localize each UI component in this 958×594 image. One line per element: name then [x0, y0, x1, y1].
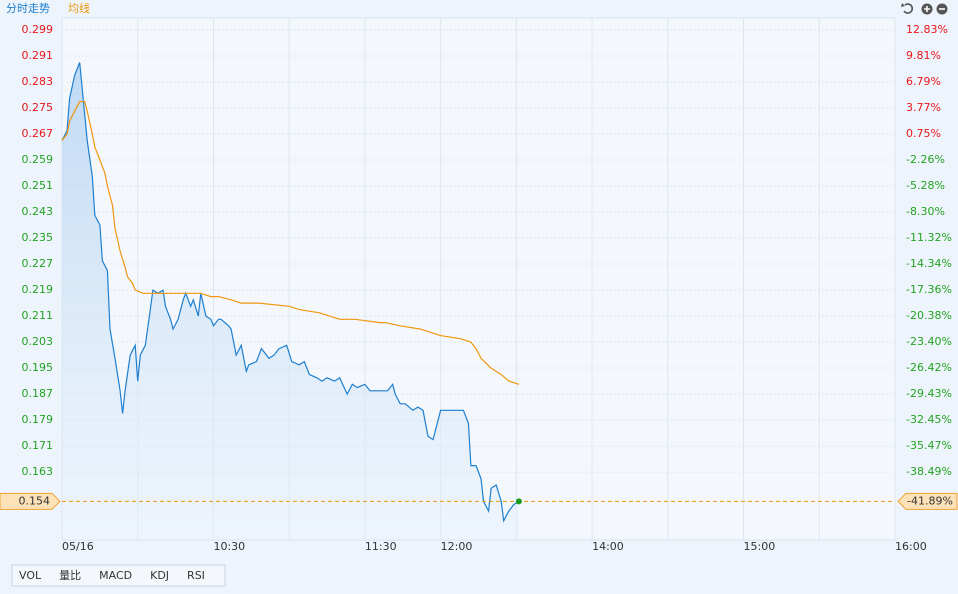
y2-tick-label: -38.49%: [906, 465, 952, 478]
y-tick-label: 0.291: [22, 49, 54, 62]
y-tick-label: 0.227: [22, 257, 54, 270]
y-tick-label: 0.235: [22, 231, 54, 244]
x-tick-label: 12:00: [441, 540, 473, 553]
y2-tick-label: -2.26%: [906, 153, 945, 166]
y2-tick-label: -20.38%: [906, 309, 952, 322]
x-tick-label: 05/16: [62, 540, 94, 553]
y-tick-label: 0.195: [22, 361, 54, 374]
legend-entry: 均线: [68, 1, 90, 15]
x-tick-label: 15:00: [744, 540, 776, 553]
y2-tick-label: -32.45%: [906, 413, 952, 426]
last-change-label: -41.89%: [907, 494, 953, 507]
y2-tick-label: -23.40%: [906, 335, 952, 348]
indicator-tab[interactable]: 量比: [59, 569, 81, 582]
x-tick-label: 14:00: [592, 540, 624, 553]
y2-tick-label: 9.81%: [906, 49, 941, 62]
y-tick-label: 0.251: [22, 179, 54, 192]
tab-bar: [11, 564, 226, 587]
y2-tick-label: -14.34%: [906, 257, 952, 270]
y-tick-label: 0.203: [22, 335, 54, 348]
y2-tick-label: 6.79%: [906, 75, 941, 88]
y2-tick-label: -26.42%: [906, 361, 952, 374]
y-tick-label: 0.243: [22, 205, 54, 218]
x-tick-label: 16:00: [895, 540, 927, 553]
legend-entry: 分时走势: [6, 2, 50, 15]
y-tick-label: 0.219: [22, 283, 54, 296]
y-tick-label: 0.299: [22, 23, 54, 36]
y2-tick-label: -35.47%: [906, 439, 952, 452]
indicator-tab[interactable]: RSI: [187, 569, 205, 582]
indicator-tab[interactable]: MACD: [99, 569, 132, 582]
indicator-tab[interactable]: VOL: [19, 569, 42, 582]
series-line: [61, 62, 520, 523]
last-price-box: [0, 492, 61, 510]
x-tick-label: 10:30: [213, 540, 245, 553]
y2-tick-label: -11.32%: [906, 231, 952, 244]
y-tick-label: 0.163: [22, 465, 54, 478]
y2-tick-label: 3.77%: [906, 101, 941, 114]
labels: 0.299 0.291 0.283 0.275 0.267 0.259 0.251 0.243…: [0, 23, 958, 553]
plot: [61, 62, 895, 540]
y2-tick-label: -8.30%: [906, 205, 945, 218]
price-area: [62, 62, 519, 540]
y-tick-label: 0.187: [22, 387, 54, 400]
last-price-label: 0.154: [19, 494, 51, 507]
y2-tick-label: 12.83%: [906, 23, 948, 36]
y2-tick-label: 0.75%: [906, 127, 941, 140]
reset-icon[interactable]: [903, 3, 914, 14]
y-tick-label: 0.179: [22, 413, 54, 426]
y-tick-label: 0.283: [22, 75, 54, 88]
y-tick-label: 0.275: [22, 101, 54, 114]
toolbar-icons: [901, 3, 948, 15]
last-change-box: [897, 492, 958, 510]
y2-tick-label: -29.43%: [906, 387, 952, 400]
y2-tick-label: -5.28%: [906, 179, 945, 192]
series-line: [61, 100, 520, 385]
x-tick-label: 11:30: [365, 540, 397, 553]
reset-arrow: [901, 3, 905, 7]
y-tick-label: 0.211: [22, 309, 54, 322]
indicator-tab[interactable]: KDJ: [150, 569, 169, 582]
last-point: [515, 498, 522, 505]
tabs: VOL 量比 MACD KDJ RSI: [19, 569, 205, 582]
y-tick-label: 0.267: [22, 127, 54, 140]
y-tick-label: 0.259: [22, 153, 54, 166]
y-tick-label: 0.171: [22, 439, 54, 452]
plus: [924, 6, 930, 12]
y2-tick-label: -17.36%: [906, 283, 952, 296]
